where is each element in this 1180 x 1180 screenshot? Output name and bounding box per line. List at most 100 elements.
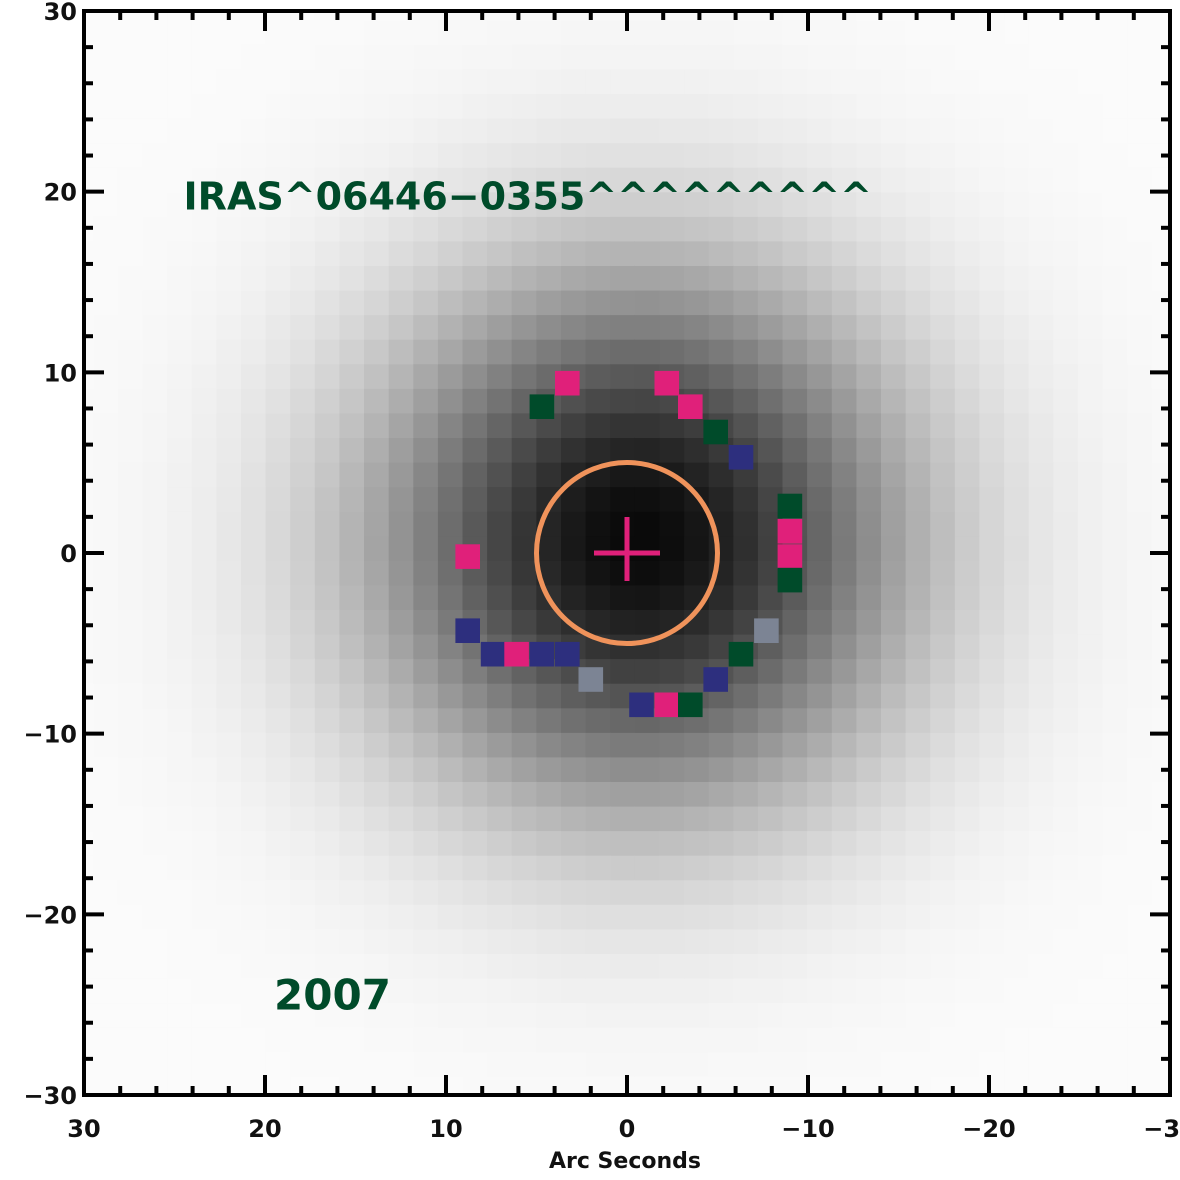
heatmap-cell <box>314 240 340 266</box>
heatmap-cell <box>1052 11 1078 21</box>
heatmap-cell <box>978 732 1005 758</box>
heatmap-cell <box>1028 44 1054 70</box>
heatmap-cell <box>412 732 438 758</box>
heatmap-cell <box>954 732 980 758</box>
heatmap-cell <box>757 904 783 930</box>
heatmap-cell <box>585 142 611 168</box>
highlighted-pixels <box>455 370 803 718</box>
heatmap-cell <box>732 953 758 979</box>
highlighted-pixel <box>777 493 803 519</box>
heatmap-cell <box>215 683 241 709</box>
heatmap-cell <box>880 658 906 684</box>
heatmap-cell <box>363 560 389 586</box>
heatmap-cell <box>781 44 808 70</box>
heatmap-cell <box>1101 904 1128 930</box>
heatmap-cell <box>191 805 217 832</box>
heatmap-cell <box>781 732 808 758</box>
heatmap-cell <box>1126 707 1152 733</box>
heatmap-cell <box>265 412 291 438</box>
heatmap-cell <box>806 953 832 979</box>
heatmap-cell <box>363 118 389 144</box>
heatmap-cell <box>437 658 463 684</box>
heatmap-cell <box>412 511 438 537</box>
heatmap-cell <box>363 289 389 316</box>
heatmap-cell <box>1101 388 1128 414</box>
heatmap-cell <box>708 486 734 512</box>
heatmap-cell <box>757 142 783 168</box>
heatmap-cell <box>314 756 340 782</box>
heatmap-cell <box>831 314 857 340</box>
heatmap-cell <box>191 584 217 610</box>
heatmap-cell <box>388 879 414 905</box>
heatmap-cell <box>461 732 488 758</box>
heatmap-cell <box>412 93 438 119</box>
heatmap-cell <box>92 167 118 193</box>
heatmap-cell <box>215 904 241 930</box>
heatmap-cell <box>1151 314 1170 340</box>
heatmap-cell <box>1052 461 1078 488</box>
heatmap-cell <box>84 855 94 881</box>
heatmap-cell <box>1003 511 1029 537</box>
heatmap-cell <box>609 363 635 389</box>
heatmap-cell <box>191 879 217 905</box>
heatmap-cell <box>831 486 857 512</box>
heatmap-cell <box>338 461 364 488</box>
heatmap-cell <box>855 265 881 291</box>
heatmap-cell <box>905 486 931 512</box>
heatmap-cell <box>905 19 931 45</box>
heatmap-cell <box>240 830 266 856</box>
heatmap-cell <box>1151 339 1170 365</box>
heatmap-cell <box>1077 511 1103 537</box>
heatmap-cell <box>314 93 340 119</box>
heatmap-cell <box>412 805 438 832</box>
heatmap-cell <box>240 1051 266 1077</box>
heatmap-cell <box>855 560 881 586</box>
heatmap-cell <box>1101 855 1128 881</box>
heatmap-cell <box>1028 1051 1054 1077</box>
heatmap-cell <box>831 1051 857 1077</box>
heatmap-cell <box>215 314 241 340</box>
heatmap-cell <box>855 486 881 512</box>
heatmap-cell <box>511 461 537 488</box>
heatmap-cell <box>929 388 955 414</box>
heatmap-cell <box>831 412 857 438</box>
heatmap-cell <box>84 560 94 586</box>
heatmap-cell <box>732 142 758 168</box>
heatmap-cell <box>585 216 611 242</box>
heatmap-cell <box>1052 1027 1078 1053</box>
heatmap-cell <box>240 756 266 782</box>
heatmap-cell <box>215 584 241 610</box>
heatmap-cell <box>363 805 389 832</box>
heatmap-cell <box>929 928 955 954</box>
heatmap-cell <box>191 977 217 1004</box>
heatmap-cell <box>265 240 291 266</box>
heatmap-cell <box>954 584 980 610</box>
heatmap-cell <box>905 511 931 537</box>
heatmap-cell <box>658 732 685 758</box>
heatmap-cell <box>265 19 291 45</box>
heatmap-cell <box>1126 855 1152 881</box>
heatmap-cell <box>1151 879 1170 905</box>
heatmap-cell <box>954 535 980 561</box>
heatmap-cell <box>1126 44 1152 70</box>
heatmap-cell <box>437 265 463 291</box>
heatmap-cell <box>855 167 881 193</box>
heatmap-cell <box>191 388 217 414</box>
heatmap-cell <box>880 216 906 242</box>
heatmap-cell <box>166 756 192 782</box>
heatmap-cell <box>412 11 438 21</box>
heatmap-cell <box>1101 1002 1128 1028</box>
heatmap-cell <box>1077 142 1103 168</box>
heatmap-cell <box>708 732 734 758</box>
heatmap-cell <box>708 118 734 144</box>
heatmap-cell <box>338 191 364 217</box>
heatmap-cell <box>732 339 758 365</box>
heatmap-cell <box>732 855 758 881</box>
heatmap-cell <box>1077 339 1103 365</box>
heatmap-cell <box>511 732 537 758</box>
heatmap-cell <box>1101 461 1128 488</box>
heatmap-cell <box>1176 143 1180 168</box>
heatmap-cell <box>1003 830 1029 856</box>
heatmap-cell <box>1176 265 1180 290</box>
heatmap-cell <box>1028 339 1054 365</box>
